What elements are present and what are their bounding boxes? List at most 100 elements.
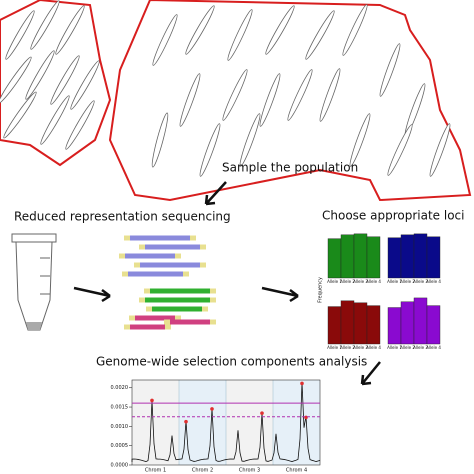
allele-bar bbox=[400, 234, 415, 279]
read bbox=[140, 262, 200, 268]
fish bbox=[65, 100, 95, 150]
read-adapter bbox=[122, 271, 128, 277]
y-tick-label: 0.0010 bbox=[111, 424, 129, 430]
read bbox=[125, 253, 175, 259]
fish bbox=[40, 95, 70, 145]
y-tick-label: 0.0015 bbox=[111, 405, 129, 411]
read-adapter bbox=[146, 306, 152, 312]
fish bbox=[305, 10, 335, 60]
fish bbox=[152, 14, 178, 66]
fish bbox=[287, 69, 313, 121]
read bbox=[145, 244, 200, 250]
population-outline bbox=[0, 0, 112, 167]
allele-bar bbox=[426, 236, 441, 279]
tube-cap bbox=[11, 233, 57, 243]
fish bbox=[0, 56, 32, 104]
fish bbox=[342, 4, 368, 56]
step-label: Reduced representation sequencing bbox=[14, 210, 231, 224]
x-tick-label: Allele 1 bbox=[387, 345, 402, 350]
allele-bar bbox=[340, 234, 355, 279]
allele-bar bbox=[366, 236, 381, 279]
chrom-band bbox=[132, 380, 179, 465]
step-label: Sample the population bbox=[222, 161, 358, 175]
peak-marker bbox=[210, 407, 214, 411]
allele-bar bbox=[387, 237, 402, 279]
fish bbox=[265, 5, 295, 55]
allele-bar bbox=[387, 307, 402, 345]
peak-marker bbox=[184, 419, 188, 424]
fish bbox=[387, 124, 413, 176]
fish bbox=[404, 83, 426, 137]
x-tick-label: Allele 4 bbox=[366, 279, 381, 284]
tube-body bbox=[15, 241, 53, 331]
x-tick-label: Allele 2 bbox=[340, 279, 355, 284]
fish bbox=[199, 123, 221, 177]
read-adapter bbox=[200, 244, 206, 250]
read-adapter bbox=[200, 262, 206, 268]
fish bbox=[185, 5, 215, 55]
fish bbox=[30, 0, 60, 50]
allele-bar bbox=[413, 297, 428, 345]
read-adapter bbox=[139, 297, 145, 303]
read bbox=[150, 288, 210, 294]
allele-bar bbox=[400, 301, 415, 345]
fish bbox=[70, 60, 100, 110]
read-adapter bbox=[129, 315, 135, 321]
tube bbox=[11, 233, 57, 331]
read-adapter bbox=[202, 306, 208, 312]
fish bbox=[151, 112, 169, 168]
reads bbox=[119, 235, 216, 330]
read-adapter bbox=[144, 288, 150, 294]
x-tick-label: Allele 3 bbox=[413, 345, 428, 350]
allele-bar bbox=[426, 305, 441, 345]
peak-marker bbox=[260, 411, 264, 415]
x-tick-label: Allele 1 bbox=[327, 279, 342, 284]
arrow bbox=[73, 286, 111, 303]
population-area bbox=[0, 0, 472, 202]
x-tick-label: Chrom 4 bbox=[286, 468, 307, 474]
arrow bbox=[204, 181, 227, 206]
fish bbox=[379, 43, 401, 97]
fish bbox=[239, 113, 261, 167]
y-axis-label: Frequency bbox=[318, 277, 324, 303]
allele-bar bbox=[340, 300, 355, 345]
population-outline bbox=[108, 0, 472, 202]
allele-bar bbox=[413, 233, 428, 279]
read bbox=[145, 297, 210, 303]
chrom-band bbox=[226, 380, 273, 465]
fish bbox=[259, 73, 281, 127]
read-adapter bbox=[124, 235, 130, 241]
fish bbox=[222, 69, 248, 121]
read-adapter bbox=[119, 253, 125, 259]
read bbox=[130, 235, 190, 241]
fish bbox=[349, 113, 371, 167]
read-adapter bbox=[183, 271, 189, 277]
allele-bar bbox=[327, 238, 342, 279]
y-tick-label: 0.0005 bbox=[111, 443, 129, 449]
plot-frame bbox=[131, 379, 321, 466]
fish bbox=[25, 50, 55, 100]
arrow bbox=[261, 286, 299, 303]
read-adapter bbox=[165, 324, 171, 330]
x-tick-label: Allele 3 bbox=[353, 279, 368, 284]
fish bbox=[319, 68, 341, 122]
y-tick-label: 0.0020 bbox=[111, 385, 129, 391]
read-adapter bbox=[175, 315, 181, 321]
chrom-band bbox=[273, 380, 320, 465]
read-adapter bbox=[164, 319, 170, 325]
read-adapter bbox=[190, 235, 196, 241]
read-adapter bbox=[210, 297, 216, 303]
x-tick-label: Allele 1 bbox=[327, 345, 342, 350]
read-adapter bbox=[175, 253, 181, 259]
x-tick-label: Allele 4 bbox=[366, 345, 381, 350]
allele-bar bbox=[327, 306, 342, 345]
x-tick-label: Allele 4 bbox=[426, 345, 441, 350]
read-adapter bbox=[124, 324, 130, 330]
read-adapter bbox=[139, 244, 145, 250]
step-label: Choose appropriate loci bbox=[322, 209, 464, 223]
read bbox=[130, 324, 165, 330]
x-tick-label: Allele 2 bbox=[400, 279, 415, 284]
read bbox=[128, 271, 183, 277]
